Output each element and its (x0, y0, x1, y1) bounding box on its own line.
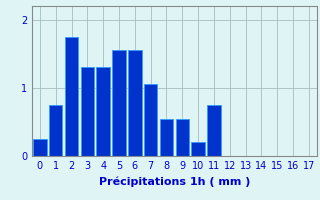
Bar (176, 118, 189, 156)
Bar (65, 37, 78, 156)
Bar (49, 105, 62, 156)
Bar (33, 139, 47, 156)
Bar (81, 67, 94, 156)
X-axis label: Précipitations 1h ( mm ): Précipitations 1h ( mm ) (99, 176, 250, 187)
Bar (96, 67, 110, 156)
Bar (112, 50, 126, 156)
Bar (207, 105, 221, 156)
Bar (128, 50, 141, 156)
Bar (160, 118, 173, 156)
Bar (191, 142, 205, 156)
Bar (144, 84, 157, 156)
